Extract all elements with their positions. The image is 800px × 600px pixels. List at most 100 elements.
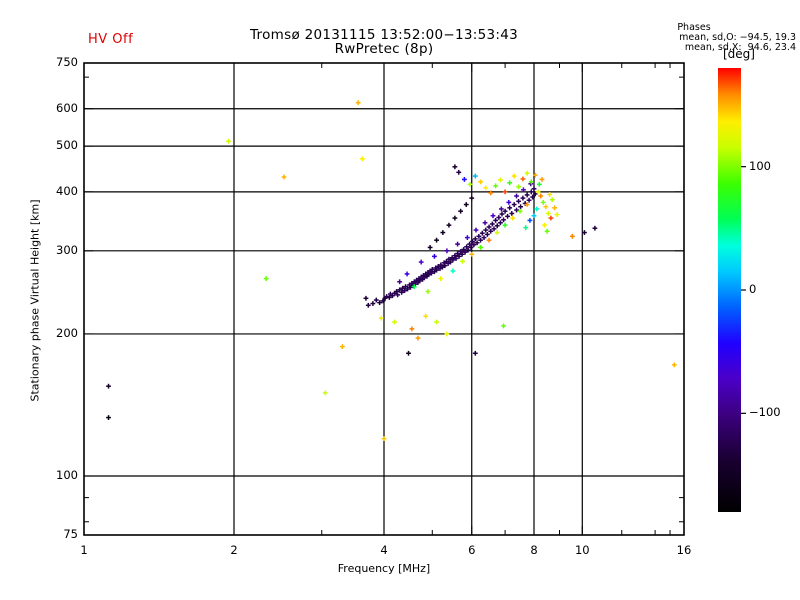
scatter-point-plus (432, 253, 437, 259)
colorbar-unit-label: [deg] (723, 47, 755, 61)
scatter-point-plus (549, 197, 555, 203)
scatter-point-plus (472, 173, 478, 179)
scatter-point-plus (462, 177, 467, 182)
scatter-point-plus (464, 244, 470, 250)
scatter-point-plus (509, 211, 515, 216)
scatter-point-plus (370, 301, 376, 306)
scatter-point-plus (545, 211, 551, 216)
scatter-point-plus (488, 228, 494, 234)
scatter-point-plus (478, 245, 483, 250)
plot-title-line2: RwPretec (8p) (334, 41, 434, 57)
scatter-points (106, 100, 677, 442)
scatter-point-plus (452, 164, 458, 170)
y-tick-label: 600 (56, 100, 78, 115)
scatter-point-plus (384, 294, 390, 299)
scatter-point-plus (453, 256, 459, 261)
scatter-point-plus (456, 253, 462, 259)
scatter-point-plus (417, 278, 423, 284)
scatter-point-plus (386, 295, 392, 300)
scatter-point-plus (381, 436, 387, 442)
scatter-point-plus (406, 350, 411, 356)
scatter-point-plus (499, 211, 505, 217)
scatter-point-plus (592, 225, 598, 231)
scatter-point-plus (464, 235, 470, 240)
scatter-point-plus (493, 183, 499, 189)
scatter-point-plus (532, 191, 538, 197)
scatter-point-plus (548, 215, 554, 221)
scatter-point-plus (518, 204, 524, 210)
scatter-point-plus (459, 251, 465, 257)
scatter-point-plus (507, 180, 513, 186)
scatter-point-plus (427, 245, 433, 250)
gridlines (84, 63, 684, 535)
y-tick-label: 75 (63, 527, 78, 541)
scatter-point-plus (409, 326, 415, 332)
scatter-point-plus (437, 266, 443, 272)
scatter-point-plus (528, 179, 534, 185)
scatter-point-plus (461, 247, 467, 252)
scatter-point-plus (263, 276, 269, 281)
scatter-point-plus (458, 249, 464, 254)
scatter-point-plus (421, 275, 427, 281)
colorbar (718, 68, 746, 512)
scatter-point-plus (455, 251, 460, 256)
scatter-point-plus (405, 286, 410, 292)
scatter-point-plus (486, 224, 492, 230)
scatter-point-plus (517, 208, 523, 214)
scatter-point-plus (496, 215, 502, 220)
scatter-point-plus (444, 331, 450, 337)
scatter-point-plus (322, 390, 328, 396)
scatter-point-plus (530, 194, 536, 200)
scatter-point-plus (516, 198, 521, 204)
scatter-point-plus (394, 289, 400, 294)
scatter-point-plus (471, 242, 477, 248)
scatter-point-plus (404, 271, 410, 277)
scatter-point-plus (426, 272, 432, 278)
scatter-point-plus (478, 237, 483, 243)
scatter-point-plus (365, 302, 371, 308)
axis-frame (83, 62, 685, 536)
scatter-point-plus (514, 207, 519, 213)
scatter-point-plus (423, 313, 429, 319)
y-tick-label: 100 (56, 468, 78, 483)
scatter-point-plus (425, 289, 431, 294)
scatter-point-plus (498, 220, 503, 226)
scatter-point-plus (524, 170, 530, 176)
scatter-point-plus (397, 279, 403, 285)
x-tick-label: 10 (574, 543, 590, 557)
scatter-point-plus (444, 248, 450, 254)
scatter-point-plus (502, 208, 508, 214)
scatter-point-plus (489, 221, 495, 227)
scatter-point-plus (415, 335, 421, 341)
scatter-point-plus (488, 190, 494, 196)
scatter-point-plus (473, 227, 479, 233)
scatter-point-plus (484, 232, 490, 237)
scatter-point-plus (542, 222, 547, 228)
scatter-point-plus (479, 230, 485, 236)
scatter-point-plus (491, 226, 497, 232)
scatter-point-plus (490, 213, 496, 219)
scatter-point-plus (536, 181, 542, 187)
scatter-point-plus (467, 241, 472, 247)
hv-status-label: HV Off (88, 32, 134, 47)
scatter-point-plus (511, 173, 517, 179)
scatter-point-plus (520, 176, 526, 182)
scatter-point-plus (554, 212, 560, 217)
scatter-point-plus (507, 205, 513, 211)
scatter-point-plus (472, 350, 478, 356)
scatter-point-plus (505, 213, 510, 219)
scatter-point-plus (463, 202, 469, 207)
x-tick-label: 16 (676, 543, 692, 557)
scatter-point-plus (434, 237, 439, 243)
scatter-point-plus (450, 268, 456, 274)
scatter-point-plus (494, 230, 500, 235)
scatter-point-plus (478, 179, 483, 185)
x-tick-label: 4 (380, 543, 388, 557)
scatter-point-plus (540, 199, 546, 205)
scatter-point-plus (538, 193, 544, 199)
scatter-point-plus (434, 319, 439, 325)
scatter-point-plus (412, 281, 418, 287)
scatter-point-plus (481, 235, 487, 240)
